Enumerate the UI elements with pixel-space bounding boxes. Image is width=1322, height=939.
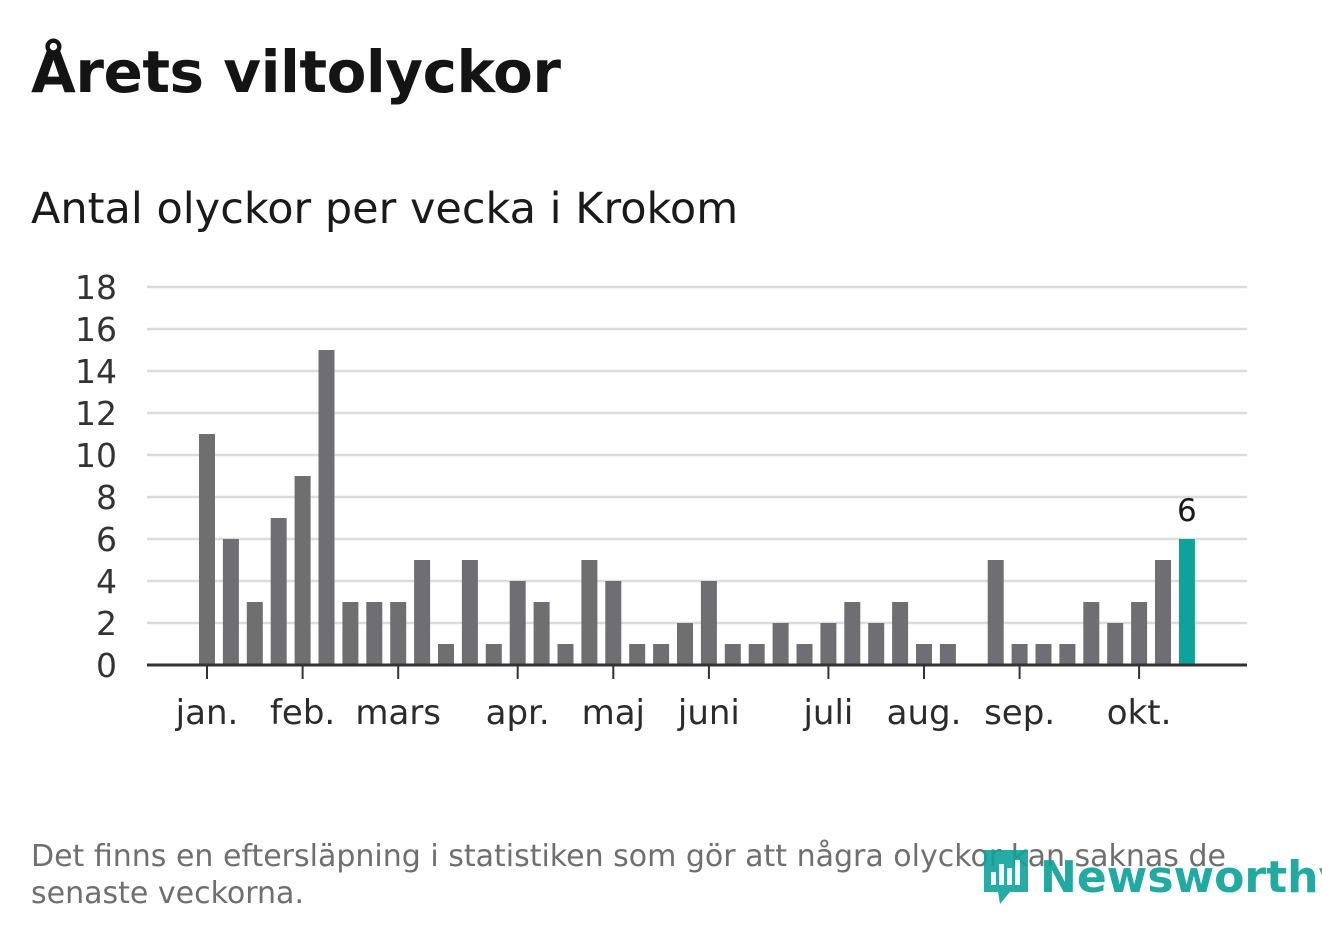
bar-week-3 — [246, 602, 263, 665]
bar-week-6 — [318, 350, 335, 665]
y-tick-10: 10 — [75, 436, 117, 475]
newsworthy-logo[interactable]: Newsworthy — [980, 846, 1322, 908]
bar-week-27 — [820, 623, 837, 665]
y-tick-0: 0 — [96, 646, 117, 685]
bar-week-19 — [629, 644, 646, 665]
bar-week-38 — [1083, 602, 1100, 665]
y-tick-14: 14 — [75, 352, 117, 391]
y-tick-4: 4 — [96, 562, 117, 601]
x-tick-label-juni: juni — [677, 693, 740, 733]
bar-week-1 — [199, 434, 215, 665]
y-tick-8: 8 — [96, 478, 117, 517]
bar-week-40 — [1131, 602, 1148, 665]
bar-week-26 — [796, 644, 813, 665]
bar-week-8 — [366, 602, 383, 665]
bar-week-10 — [414, 560, 431, 665]
x-tick-label-mars: mars — [355, 693, 441, 733]
x-tick-label-apr.: apr. — [486, 693, 550, 733]
bar-week-2 — [222, 539, 239, 665]
bar-week-29 — [868, 623, 885, 665]
bar-week-34 — [987, 560, 1004, 665]
data-labels: 6 — [1177, 493, 1197, 529]
x-tick-label-okt.: okt. — [1107, 693, 1172, 733]
bar-week-25 — [772, 623, 789, 665]
bar-week-17 — [581, 560, 598, 665]
y-tick-12: 12 — [75, 394, 117, 433]
bar-week-11 — [438, 644, 454, 665]
bar-week-41 — [1155, 560, 1171, 665]
x-tick-label-maj: maj — [582, 693, 645, 733]
bar-week-42 — [1178, 539, 1195, 665]
y-tick-6: 6 — [96, 520, 117, 559]
bar-week-36 — [1035, 644, 1052, 665]
bars — [199, 350, 1195, 665]
bar-week-18 — [605, 581, 622, 665]
bar-week-31 — [916, 644, 932, 665]
x-tick-label-sep.: sep. — [984, 693, 1055, 733]
newsworthy-logo-text: Newsworthy — [1040, 851, 1322, 903]
bar-week-9 — [390, 602, 407, 665]
bar-week-16 — [557, 644, 574, 665]
bar-week-4 — [270, 518, 287, 665]
x-tick-label-aug.: aug. — [887, 693, 962, 733]
bar-week-24 — [748, 644, 765, 665]
bar-week-14 — [509, 581, 526, 665]
bar-week-13 — [485, 644, 502, 665]
bar-week-22 — [700, 581, 717, 665]
bar-week-7 — [342, 602, 359, 665]
bar-week-15 — [533, 602, 550, 665]
x-tick-label-juli: juli — [802, 693, 853, 733]
chart-title: Årets viltolyckor — [31, 38, 561, 106]
x-axis-ticks: jan. feb. mars apr. maj juni juli aug. sep. okt. — [175, 665, 1172, 733]
bar-week-23 — [724, 644, 741, 665]
bar-week-28 — [844, 602, 861, 665]
bar-week-30 — [892, 602, 909, 665]
y-tick-16: 16 — [75, 310, 117, 349]
bar-week-12 — [461, 560, 478, 665]
grid-lines — [147, 285, 1247, 625]
y-tick-2: 2 — [96, 604, 117, 643]
bar-week-20 — [653, 644, 670, 665]
bar-week-21 — [677, 623, 693, 665]
bar-week-35 — [1011, 644, 1028, 665]
x-tick-label-jan.: jan. — [175, 693, 239, 733]
chart-subtitle: Antal olyckor per vecka i Krokom — [31, 184, 739, 234]
newsworthy-logo-icon — [984, 850, 1028, 904]
bar-week-5 — [294, 476, 311, 665]
bar-week-37 — [1059, 644, 1076, 665]
bar-week-39 — [1107, 623, 1124, 665]
bar-week-32 — [939, 644, 956, 665]
x-tick-label-feb.: feb. — [270, 693, 335, 733]
data-label-highlight: 6 — [1177, 493, 1197, 529]
y-tick-18: 18 — [75, 268, 117, 307]
